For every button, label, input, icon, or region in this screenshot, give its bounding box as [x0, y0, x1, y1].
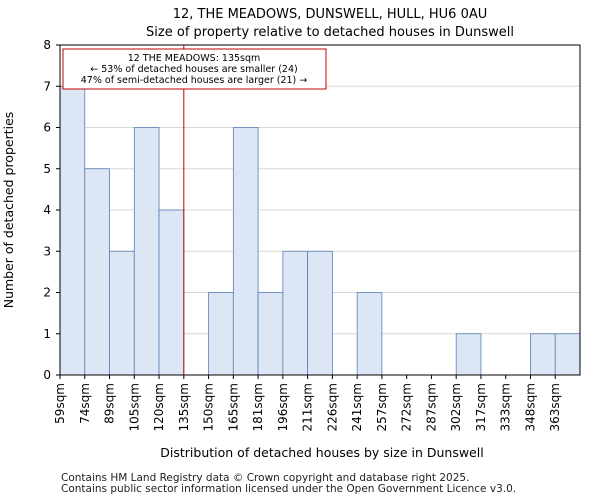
bar-211sqm — [307, 250, 333, 376]
annotation-line-1: 12 THE MEADOWS: 135sqm — [128, 53, 261, 64]
y-tick-label: 3 — [43, 244, 51, 258]
bar-165sqm — [232, 127, 259, 376]
x-tick-label-348sqm: 348sqm — [523, 383, 537, 431]
bar-59sqm — [59, 85, 86, 376]
y-tick-label: 7 — [43, 79, 51, 93]
x-tick-label-363sqm: 363sqm — [548, 383, 562, 431]
bar-120sqm — [158, 209, 185, 376]
bar-181sqm — [257, 292, 284, 376]
footer-line-2: Contains public sector information licen… — [61, 483, 517, 495]
x-tick-label-302sqm: 302sqm — [449, 383, 463, 431]
x-tick-label-150sqm: 150sqm — [202, 383, 216, 431]
y-tick-label: 4 — [43, 203, 51, 217]
y-tick-label: 1 — [43, 327, 51, 341]
bar-241sqm — [356, 292, 383, 376]
annotation-line-2: ← 53% of detached houses are smaller (24… — [90, 64, 297, 75]
x-tick-label-196sqm: 196sqm — [276, 383, 290, 431]
chart-subtitle: Size of property relative to detached ho… — [146, 25, 514, 40]
x-tick-label-241sqm: 241sqm — [350, 383, 364, 431]
annotation-box: 12 THE MEADOWS: 135sqm ← 53% of detached… — [62, 48, 327, 90]
bar-302sqm — [455, 333, 482, 376]
x-tick-label-120sqm: 120sqm — [152, 383, 166, 431]
y-tick-label: 8 — [43, 38, 51, 52]
x-tick-label-89sqm: 89sqm — [103, 383, 117, 424]
plot-area — [59, 44, 581, 376]
bar-150sqm — [208, 292, 234, 376]
bar-89sqm — [109, 250, 135, 376]
y-tick-label: 6 — [43, 121, 51, 135]
y-tick-label: 5 — [43, 162, 51, 176]
x-tick-label-317sqm: 317sqm — [474, 383, 488, 431]
x-tick-label-135sqm: 135sqm — [177, 383, 191, 431]
x-tick-label-226sqm: 226sqm — [325, 383, 339, 431]
x-tick-label-59sqm: 59sqm — [53, 383, 67, 424]
annotation-line-3: 47% of semi-detached houses are larger (… — [81, 75, 308, 86]
bar-363sqm — [554, 333, 581, 376]
footer-line-1: Contains HM Land Registry data © Crown c… — [61, 472, 470, 484]
bar-196sqm — [282, 250, 309, 376]
x-tick-label-181sqm: 181sqm — [251, 383, 265, 431]
x-tick-label-211sqm: 211sqm — [301, 383, 315, 431]
x-tick-label-333sqm: 333sqm — [499, 383, 513, 431]
x-tick-label-105sqm: 105sqm — [127, 383, 141, 431]
y-tick-label: 0 — [43, 368, 51, 382]
bar-105sqm — [133, 127, 160, 376]
chart-title: 12, THE MEADOWS, DUNSWELL, HULL, HU6 0AU — [173, 7, 488, 22]
x-tick-label-165sqm: 165sqm — [226, 383, 240, 431]
bar-348sqm — [530, 333, 556, 376]
x-tick-label-74sqm: 74sqm — [78, 383, 92, 424]
bar-74sqm — [84, 168, 110, 376]
x-tick-label-287sqm: 287sqm — [424, 383, 438, 431]
x-tick-label-257sqm: 257sqm — [375, 383, 389, 431]
x-tick-label-272sqm: 272sqm — [400, 383, 414, 431]
y-tick-label: 2 — [43, 286, 51, 300]
y-axis-label: Number of detached properties — [1, 112, 16, 309]
x-axis-label: Distribution of detached houses by size … — [160, 445, 483, 460]
